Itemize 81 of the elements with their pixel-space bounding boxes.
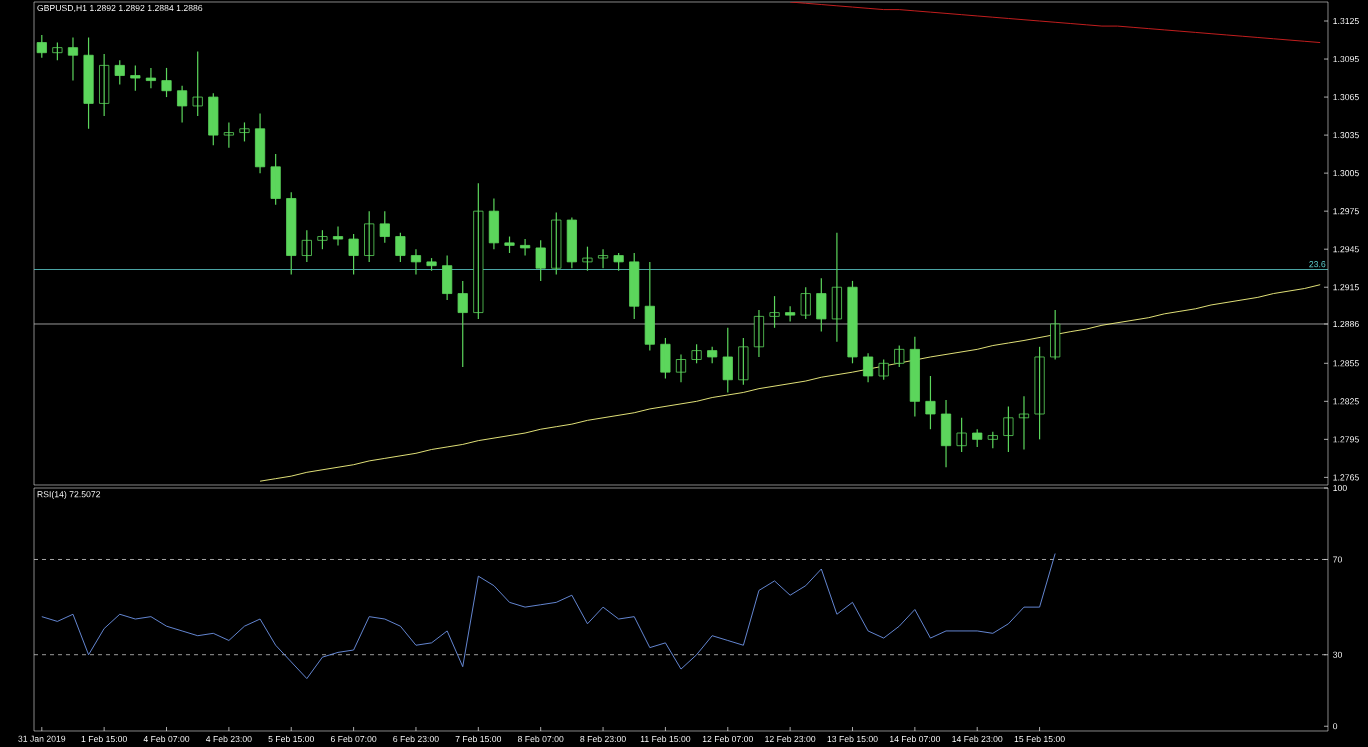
y-tick-label: 1.3065 (1333, 94, 1359, 101)
x-tick-label: 6 Feb 07:00 (330, 735, 377, 743)
candlestick (1003, 405, 1014, 453)
y-tick-label: 1.2915 (1333, 284, 1359, 291)
x-tick-label: 12 Feb 23:00 (765, 735, 816, 743)
candlestick (1034, 346, 1045, 440)
candlestick (1050, 309, 1061, 361)
candlestick (722, 327, 733, 394)
candlestick (535, 239, 546, 282)
candlestick (644, 261, 655, 352)
x-tick-label: 31 Jan 2019 (18, 735, 66, 742)
candlestick (660, 337, 671, 380)
candlestick (597, 248, 609, 269)
candlestick (457, 280, 468, 368)
x-tick-label: 4 Feb 07:00 (143, 735, 190, 743)
candlestick (161, 67, 172, 98)
x-tick-label: 8 Feb 23:00 (580, 735, 626, 743)
candlestick (520, 238, 531, 257)
candlestick (286, 191, 297, 276)
candlestick (551, 211, 562, 276)
candlestick (208, 92, 219, 146)
y-tick-label: 1.2795 (1333, 436, 1359, 443)
chart-title: GBPUSD,H1 1.2892 1.2892 1.2884 1.2886 (37, 4, 203, 13)
candlestick (878, 358, 889, 381)
y-tick-label: 1.3095 (1333, 55, 1359, 63)
candlestick (379, 210, 390, 244)
candlestick (364, 210, 375, 263)
candlestick (348, 233, 359, 276)
y-tick-label: 1.3125 (1333, 17, 1359, 25)
x-tick-label: 5 Feb 15:00 (268, 735, 315, 743)
x-tick-label: 7 Feb 15:00 (455, 735, 502, 743)
y-tick-label: 1.2886 (1333, 320, 1359, 328)
y-tick-label: 1.2855 (1333, 360, 1359, 367)
candlestick (36, 34, 47, 59)
candlestick (847, 280, 858, 364)
candlestick (130, 64, 141, 92)
candlestick (317, 229, 328, 250)
x-tick-label: 14 Feb 07:00 (889, 735, 941, 743)
candlestick (738, 337, 749, 386)
x-tick-label: 14 Feb 23:00 (952, 735, 1003, 743)
y-tick-label: 70 (1333, 556, 1342, 563)
x-tick-label: 8 Feb 07:00 (517, 735, 564, 743)
candlestick (925, 375, 936, 430)
candlestick (956, 417, 967, 453)
candlestick (691, 343, 702, 364)
candlestick (785, 305, 796, 323)
y-tick-label: 1.3005 (1333, 170, 1359, 177)
candlestick (332, 225, 344, 246)
candlestick (114, 59, 125, 85)
x-tick-label: 1 Feb 15:00 (81, 735, 127, 743)
candlestick (800, 286, 811, 320)
x-tick-label: 15 Feb 15:00 (1014, 735, 1065, 743)
y-tick-label: 1.3035 (1333, 132, 1359, 139)
y-tick-label: 1.2765 (1333, 474, 1359, 481)
y-tick-label: 100 (1333, 484, 1347, 492)
candlestick (894, 344, 905, 368)
x-tick-label: 12 Feb 07:00 (702, 735, 753, 743)
x-tick-label: 6 Feb 23:00 (393, 735, 439, 743)
x-tick-label: 13 Feb 15:00 (827, 735, 878, 743)
y-tick-label: 30 (1333, 651, 1342, 658)
candlestick (192, 50, 203, 117)
chart-title: RSI(14) 72.5072 (37, 490, 101, 500)
candlestick (223, 121, 234, 149)
y-tick-label: 1.2975 (1333, 208, 1359, 215)
candlestick (582, 246, 593, 272)
candlestick (145, 67, 157, 89)
candlestick (816, 277, 827, 333)
candlestick (473, 182, 484, 320)
candlestick (769, 295, 780, 329)
candlestick (395, 232, 406, 263)
candlestick (83, 36, 94, 130)
candlestick (270, 153, 281, 206)
x-tick-label: 11 Feb 15:00 (640, 735, 691, 743)
line-series (789, 1, 1321, 44)
x-tick-label: 4 Feb 23:00 (205, 735, 252, 743)
candlestick (629, 252, 640, 320)
y-tick-label: 0 (1333, 723, 1338, 730)
candlestick (239, 121, 250, 143)
annotation: 23.6 (1309, 261, 1326, 268)
y-tick-label: 1.2825 (1333, 398, 1359, 405)
y-tick-label: 1.2945 (1333, 246, 1359, 253)
